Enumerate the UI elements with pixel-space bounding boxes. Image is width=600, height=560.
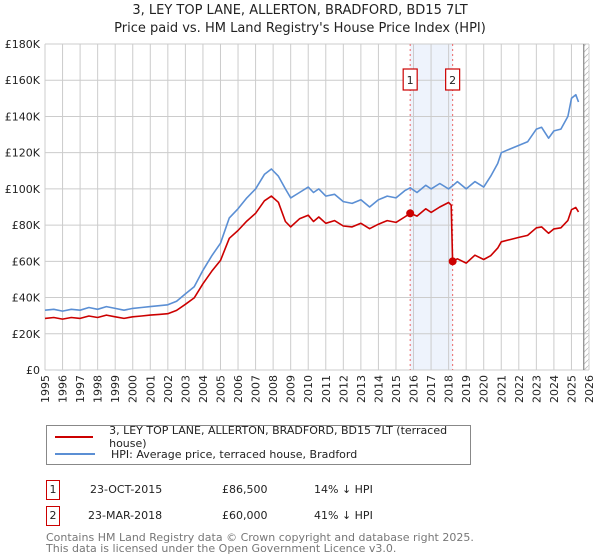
marker-box <box>445 68 461 91</box>
marker-badge: 1 <box>46 480 60 500</box>
legend-item-price-paid: 3, LEY TOP LANE, ALLERTON, BRADFORD, BD1… <box>55 424 470 450</box>
x-tick-label: 2016 <box>408 375 421 403</box>
chart-title: 3, LEY TOP LANE, ALLERTON, BRADFORD, BD1… <box>132 3 468 18</box>
transaction-price: £60,000 <box>222 509 268 522</box>
y-tick-label: £60K <box>12 255 41 268</box>
hpi-line <box>44 93 580 312</box>
x-tick-label: 2001 <box>144 375 157 403</box>
plot-area: 1995 1996 1997 1998 1999 2000 2001 2002 2003 2004… <box>5 38 596 403</box>
x-tick-label: 2011 <box>320 375 333 403</box>
x-tick-label: 2010 <box>302 375 315 403</box>
transaction-hpi-diff: 41% ↓ HPI <box>314 509 373 522</box>
x-tick-label: 2007 <box>250 375 263 403</box>
x-tick-label: 2025 <box>565 375 578 403</box>
forecast-hatch <box>583 44 589 370</box>
x-tick-label: 2018 <box>443 375 456 403</box>
chart-subtitle: Price paid vs. HM Land Registry's House … <box>114 21 486 36</box>
y-tick-label: £140K <box>5 110 41 123</box>
legend-item-hpi: HPI: Average price, terraced house, Brad… <box>55 446 357 462</box>
marker-badge: 2 <box>46 506 60 526</box>
x-tick-label: 2005 <box>214 375 227 403</box>
x-tick-label: 2022 <box>513 375 526 403</box>
x-tick-label: 1998 <box>92 375 105 403</box>
y-tick-label: £20K <box>12 328 41 341</box>
x-tick-label: 2017 <box>425 375 438 403</box>
transaction-date: 23-MAR-2018 <box>88 509 163 522</box>
x-tick-label: 2006 <box>232 375 245 403</box>
x-tick-label: 1997 <box>74 375 87 403</box>
y-tick-label: £160K <box>5 74 41 87</box>
x-tick-label: 1995 <box>39 375 52 403</box>
x-tick-label: 2009 <box>285 375 298 403</box>
x-tick-label: 2002 <box>162 375 175 403</box>
y-tick-label: £120K <box>5 147 41 160</box>
y-tick-label: £80K <box>12 219 41 232</box>
x-tick-label: 2012 <box>337 375 350 403</box>
marker-label: 2 <box>449 74 456 87</box>
y-tick-label: £0 <box>26 364 40 377</box>
x-tick-label: 2003 <box>179 375 192 403</box>
sale-point <box>448 257 457 266</box>
x-tick-label: 1996 <box>57 375 70 403</box>
transaction-price: £86,500 <box>222 483 268 496</box>
x-tick-label: 2008 <box>267 375 280 403</box>
marker-box <box>402 68 418 91</box>
transaction-date: 23-OCT-2015 <box>90 483 163 496</box>
sale-point <box>406 209 415 218</box>
marker-label: 1 <box>407 74 414 87</box>
y-tick-label: £100K <box>5 183 41 196</box>
x-tick-label: 2014 <box>372 375 385 403</box>
price-paid-line <box>44 195 580 320</box>
x-tick-label: 2013 <box>355 375 368 403</box>
x-tick-label: 2019 <box>460 375 473 403</box>
x-tick-label: 2026 <box>583 375 596 403</box>
transaction-hpi-diff: 14% ↓ HPI <box>314 483 373 496</box>
footer-licence: This data is licensed under the Open Gov… <box>46 542 397 555</box>
x-tick-label: 2004 <box>197 375 210 403</box>
x-tick-label: 1999 <box>109 375 122 403</box>
x-tick-label: 2021 <box>495 375 508 403</box>
legend-swatch-blue <box>55 453 95 455</box>
legend: 3, LEY TOP LANE, ALLERTON, BRADFORD, BD1… <box>46 424 471 465</box>
x-tick-label: 2015 <box>390 375 403 403</box>
x-tick-label: 2024 <box>548 375 561 403</box>
legend-label: 3, LEY TOP LANE, ALLERTON, BRADFORD, BD1… <box>109 424 448 450</box>
y-tick-label: £180K <box>5 38 41 51</box>
x-tick-label: 2023 <box>530 375 543 403</box>
x-tick-label: 2020 <box>478 375 491 403</box>
legend-label: HPI: Average price, terraced house, Brad… <box>111 447 358 461</box>
y-tick-label: £40K <box>12 292 41 305</box>
x-tick-label: 2000 <box>127 375 140 403</box>
legend-swatch-red <box>55 436 94 438</box>
footer-copyright: Contains HM Land Registry data © Crown c… <box>46 531 474 544</box>
